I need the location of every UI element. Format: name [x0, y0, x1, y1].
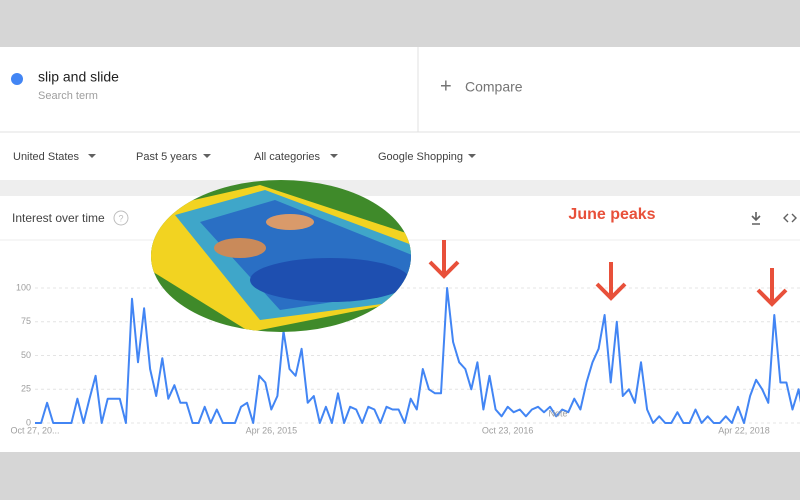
compare-button[interactable]: Compare — [465, 79, 523, 95]
plot: 0 25 50 75 100 Oct 27, 20... Apr 26, 2015 Oct 2… — [10, 282, 800, 435]
trend-line — [35, 287, 800, 424]
bottom-bar — [0, 452, 800, 500]
filter[interactable]: United States — [13, 151, 80, 163]
note-label[interactable]: Note — [548, 408, 567, 418]
x-tick-label: Oct 27, 20... — [10, 425, 59, 435]
filter[interactable]: Past 5 years — [136, 151, 198, 163]
y-tick-label: 50 — [21, 350, 31, 360]
filter[interactable]: Google Shopping — [378, 151, 463, 163]
help-icon-mark: ? — [118, 213, 123, 223]
legend-dot — [11, 73, 23, 85]
dropdown-icon — [88, 154, 96, 158]
download-icon[interactable] — [751, 212, 761, 225]
annotation: June peaks — [568, 206, 655, 223]
filter[interactable]: All categories — [254, 151, 321, 163]
arrows — [428, 240, 788, 307]
y-tick-label: 75 — [21, 316, 31, 326]
compare-plus[interactable]: + — [440, 75, 452, 97]
search-panel — [0, 47, 800, 180]
photo — [151, 180, 411, 332]
y-tick-label: 100 — [16, 282, 31, 292]
filters: United States Past 5 years All categorie… — [13, 151, 476, 163]
x-tick-label: Apr 26, 2015 — [246, 425, 298, 435]
card-title: Interest over time — [12, 211, 105, 225]
dropdown-icon — [468, 154, 476, 158]
embed-icon[interactable] — [783, 213, 797, 223]
dropdown-icon — [203, 154, 211, 158]
separator — [0, 180, 800, 196]
help-icon[interactable] — [113, 210, 129, 226]
search-term[interactable]: slip and slide — [38, 69, 119, 85]
x-tick-label: Apr 22, 2018 — [718, 425, 770, 435]
y-tick-label: 25 — [21, 384, 31, 394]
dropdown-icon — [330, 154, 338, 158]
y-tick-label: 0 — [26, 417, 31, 427]
search-term-hint: Search term — [38, 90, 98, 102]
x-tick-label: Oct 23, 2016 — [482, 425, 534, 435]
top-bar — [0, 0, 800, 47]
